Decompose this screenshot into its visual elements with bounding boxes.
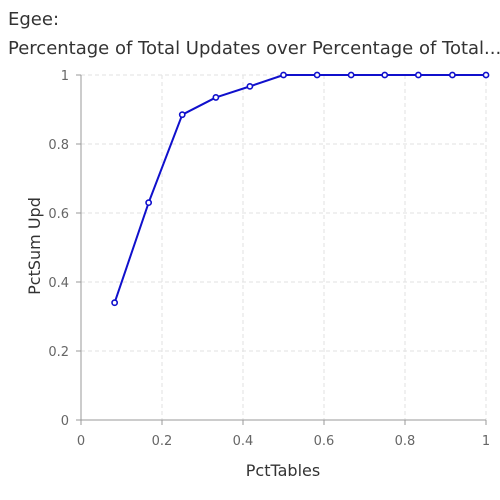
chart-subtitle: Percentage of Total Updates over Percent… xyxy=(8,38,500,59)
x-axis-label: PctTables xyxy=(246,461,320,480)
series xyxy=(111,71,490,307)
x-tick-label: 1 xyxy=(482,434,490,449)
data-point[interactable] xyxy=(381,71,389,79)
data-point[interactable] xyxy=(448,71,456,79)
grid xyxy=(81,74,487,420)
x-tick-label: 0.8 xyxy=(395,434,416,449)
y-axis-label: PctSum Upd xyxy=(25,197,44,295)
y-tick-label: 0 xyxy=(61,414,69,429)
data-point[interactable] xyxy=(111,299,119,307)
axes xyxy=(76,74,487,425)
data-point[interactable] xyxy=(482,71,490,79)
data-point[interactable] xyxy=(347,71,355,79)
data-point[interactable] xyxy=(145,199,153,207)
x-tick-label: 0.6 xyxy=(314,434,335,449)
x-tick-label: 0.2 xyxy=(152,434,173,449)
y-tick-label: 0.2 xyxy=(48,345,69,360)
series-line xyxy=(113,74,486,304)
y-tick-label: 0.8 xyxy=(48,138,69,153)
tick-labels: 0 0.2 0.4 0.6 0.8 1 0 0.2 0.4 0.6 0.8 1 xyxy=(48,69,490,449)
y-tick-label: 0.6 xyxy=(48,207,69,222)
data-point[interactable] xyxy=(414,71,422,79)
data-point[interactable] xyxy=(178,111,186,119)
y-tick-label: 0.4 xyxy=(48,276,69,291)
chart-title: Egee: xyxy=(8,9,60,30)
x-tick-label: 0 xyxy=(77,434,85,449)
data-point[interactable] xyxy=(212,94,220,101)
x-tick-label: 0.4 xyxy=(233,434,254,449)
data-point[interactable] xyxy=(246,82,254,90)
y-tick-label: 1 xyxy=(61,69,69,84)
data-point[interactable] xyxy=(280,71,287,79)
data-point[interactable] xyxy=(313,71,321,79)
